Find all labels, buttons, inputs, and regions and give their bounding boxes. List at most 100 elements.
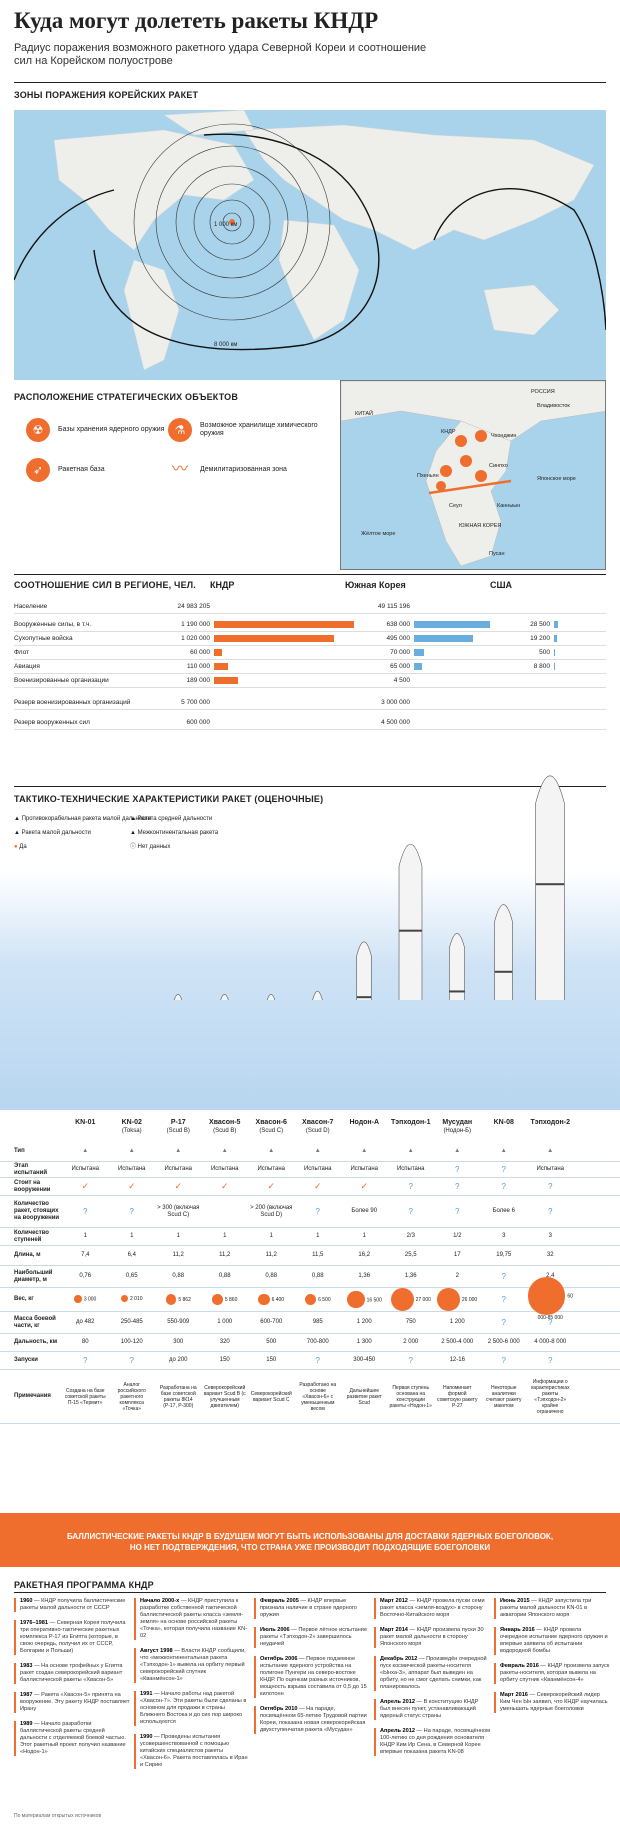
weight-dot (212, 1294, 223, 1305)
ttx-cell: Северокорейский вариант Scud C (250, 1390, 292, 1403)
forces-row: Сухопутные войска 1 020 000 495 000 19 200 (14, 632, 606, 646)
ttx-cell: 26 000 (434, 1288, 481, 1311)
weight-dot (437, 1288, 460, 1311)
radiation-icon: ☢ (26, 418, 50, 442)
ttx-cell: ▲ (128, 1148, 135, 1154)
ttx-cell: ? (455, 1207, 460, 1216)
land-greenland (163, 110, 255, 136)
ttx-cell: Испытана (210, 1166, 239, 1172)
ttx-cell: Более 6 (492, 1208, 515, 1214)
timeline-event: Октябрь 2006 — Первое подземное испытани… (254, 1656, 370, 1698)
weight-dot (346, 1290, 365, 1309)
timeline-event: 1987 — Ракета «Хвасон-5» принята на воор… (14, 1692, 130, 1713)
missile-name: Тэпходон-1 (391, 1119, 431, 1126)
timeline-column: Февраль 2005 — КНДР впервые признала нал… (254, 1598, 370, 1742)
forces-row: Резерв вооруженных сил 600 000 4 500 000 (14, 716, 606, 730)
weight-dot (74, 1295, 82, 1303)
ttx-cell: ▲ (454, 1148, 461, 1154)
timeline-event: Декабрь 2012 — Произведён очередной пуск… (374, 1656, 490, 1691)
timeline-event: Февраль 2016 — КНДР произвела запуск рак… (494, 1663, 610, 1684)
forces-header-usa: США (490, 580, 513, 590)
ttx-cell: ? (501, 1165, 506, 1174)
ttx-cell: ? (548, 1207, 553, 1216)
bar-kndr (214, 677, 238, 684)
ttx-cell: 6 500 (295, 1293, 342, 1306)
ttx-cell: Дальнейшее развитие ракет Scud (346, 1387, 382, 1406)
ttx-cell: 2,4 (546, 1273, 555, 1279)
ttx-cell: Первая ступень основана на конструкции р… (389, 1384, 432, 1409)
ttx-cell: > 300 (включая Scud C) (157, 1204, 200, 1218)
timeline-event: Февраль 2005 — КНДР впервые признала нал… (254, 1598, 370, 1619)
ttx-cell: Испытана (71, 1166, 100, 1172)
ttx-cell: 12-16 (449, 1357, 465, 1363)
missile-name: Мусудан (Нодон-Б) (442, 1119, 473, 1134)
ttx-cell: 80 (81, 1339, 89, 1345)
timeline-event: Июнь 2015 — КНДР запустила три ракеты ма… (494, 1598, 610, 1619)
inset-label: Пусан (489, 551, 505, 557)
inset-label: Японское море (537, 476, 576, 482)
ttx-legend-2: ▲ Ракета средней дальности ▲ Межконтинен… (130, 812, 290, 854)
ttx-cell: Напоминает формой советскую ракету Р-27 (437, 1384, 478, 1409)
ttx-cell: 0,65 (125, 1273, 138, 1279)
timeline-event: Июль 2006 — Первое лётное испытание раке… (254, 1627, 370, 1648)
ttx-cell: 1 000 (217, 1319, 233, 1325)
ttx-cell: ? (408, 1356, 413, 1365)
forces-row: Население 24 983 205 49 115 196 (14, 600, 606, 614)
ttx-cell: 700-800 (306, 1339, 329, 1345)
divider (14, 82, 606, 83)
rocket-4 (266, 994, 276, 1000)
ttx-cell: 0,88 (172, 1273, 185, 1279)
weight-dot (120, 1295, 128, 1303)
weight-dot (165, 1294, 177, 1305)
missile-name: Хвасон-6 (Scud C) (255, 1119, 287, 1134)
ttx-cell: Информации о характеристиках ракеты «Тэп… (530, 1378, 570, 1415)
ttx-cell: Испытана (164, 1166, 193, 1172)
bar-usa (554, 621, 559, 628)
ttx-cell: 4 000-8 000 (534, 1339, 567, 1345)
warning-banner: БАЛЛИСТИЧЕСКИЕ РАКЕТЫ КНДР В БУДУЩЕМ МОГ… (0, 1513, 620, 1567)
ttx-cell: ? (548, 1182, 553, 1191)
ttx-cell: ? (129, 1207, 134, 1216)
ttx-row: Примечания Создана на базе советской раке… (0, 1370, 620, 1424)
ttx-cell: 1/2 (453, 1233, 462, 1239)
ttx-cell: до 200 (168, 1357, 188, 1363)
bar-korea (414, 635, 473, 642)
ttx-cell: 2 500-4 000 (441, 1339, 474, 1345)
ttx-cell: 7,4 (81, 1252, 90, 1258)
ttx-cell: 150 (219, 1357, 230, 1363)
land-eurasia (243, 124, 595, 251)
ttx-cell: 1 (223, 1233, 227, 1239)
ttx-cell: Испытана (257, 1166, 286, 1172)
ttx-cell: 1 (316, 1233, 320, 1239)
timeline-event: 1991 — Начало работы над ракетой «Хвасон… (134, 1691, 250, 1726)
inset-label: Синпхо (489, 463, 508, 469)
section-title-forces: СООТНОШЕНИЕ СИЛ В РЕГИОНЕ, ЧЕЛ. (14, 580, 196, 590)
bar-usa (554, 649, 555, 656)
timeline-event: 1989 — Начало разработки баллистической … (14, 1721, 130, 1756)
timeline-column: Март 2012 — КНДР провела пуски семи раке… (374, 1598, 490, 1764)
ttx-cell: 1 200 (449, 1319, 465, 1325)
ttx-cell: Испытана (350, 1166, 379, 1172)
rockets-svg (173, 775, 565, 1000)
world-map: 1 000 км 8 000 км (14, 110, 606, 380)
ttx-cell: 3 000 (62, 1295, 109, 1303)
ttx-cell: 600-700 (260, 1319, 283, 1325)
rocket-5 (312, 990, 323, 1000)
ttx-cell: ? (455, 1182, 460, 1191)
land-africa (278, 219, 360, 341)
ttx-cell: ▲ (82, 1148, 89, 1154)
rocket-7 (398, 844, 423, 1000)
ttx-cell: 32 (546, 1252, 554, 1258)
ttx-cell: 17 (453, 1252, 461, 1258)
ttx-cell: ? (83, 1356, 88, 1365)
ttx-cell: ? (501, 1295, 506, 1304)
legend-missile: ➶ Ракетная база (26, 458, 166, 482)
missile-name: KN-08 (493, 1119, 514, 1126)
ttx-cell: 5 862 (155, 1294, 202, 1305)
ttx-cell: Создана на базе советской ракеты П-15 «Т… (64, 1387, 106, 1406)
inset-label: ЮЖНАЯ КОРЕЯ (459, 523, 502, 529)
section-title-ttx: ТАКТИКО-ТЕХНИЧЕСКИЕ ХАРАКТЕРИСТИКИ РАКЕТ… (14, 794, 324, 804)
missile-name: Хвасон-7 (Scud D) (302, 1119, 334, 1134)
land-australia (483, 284, 560, 336)
